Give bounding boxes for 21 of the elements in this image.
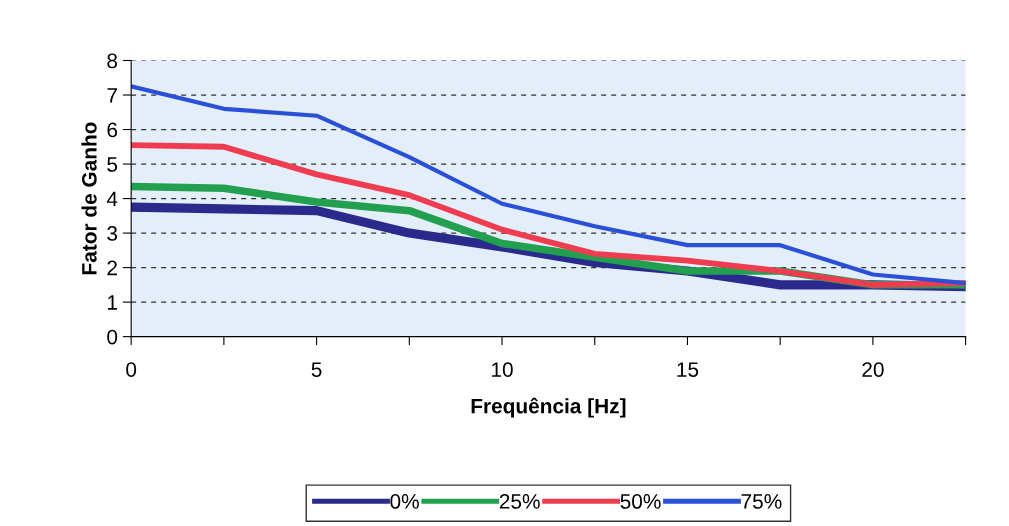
y-tick-label: 8 bbox=[107, 53, 118, 69]
legend-label: 50% bbox=[620, 494, 661, 509]
line-series bbox=[131, 84, 966, 286]
y-tick-label: 7 bbox=[107, 88, 117, 103]
x-axis-title: Frequência [Hz] bbox=[471, 397, 626, 418]
x-tick-label: 0 bbox=[126, 362, 137, 377]
y-tick-label: 2 bbox=[107, 260, 117, 276]
x-tick-label: 5 bbox=[311, 362, 322, 377]
y-tick-label: 1 bbox=[107, 295, 117, 310]
legend-label: 75% bbox=[741, 494, 782, 509]
y-tick-label: 5 bbox=[107, 157, 118, 172]
y-tick-label: 4 bbox=[106, 191, 118, 207]
y-tick-label: 3 bbox=[107, 226, 118, 241]
x-tick-label: 20 bbox=[862, 362, 884, 377]
x-tick-label: 10 bbox=[492, 362, 513, 377]
x-tick-label: 15 bbox=[677, 362, 699, 377]
y-axis-title: Fator de Ganho bbox=[81, 122, 97, 275]
legend-label: 25% bbox=[499, 494, 540, 509]
y-tick-label: 0 bbox=[107, 329, 118, 345]
legend-label: 0% bbox=[390, 494, 419, 509]
y-tick-label: 6 bbox=[107, 122, 118, 138]
